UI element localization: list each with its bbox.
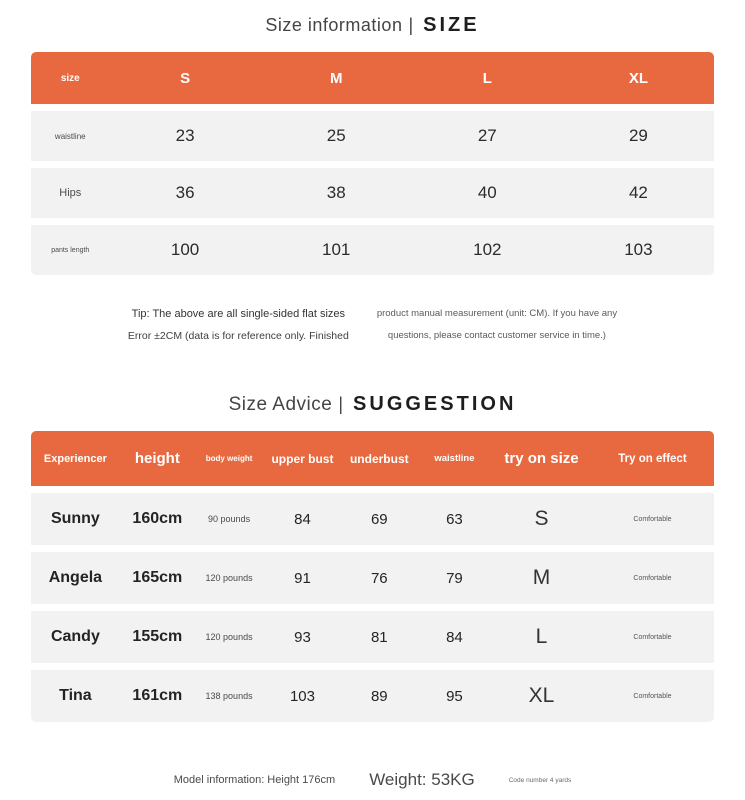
cell-height: 161cm <box>132 687 183 704</box>
cell-upper-bust: 103 <box>289 687 315 705</box>
suggestion-row-sunny: Sunny 160cm 90 pounds 84 69 63 S Comfort… <box>31 493 714 545</box>
tip-left-column: Tip: The above are all single-sided flat… <box>128 303 349 347</box>
suggestion-row-candy: Candy 155cm 120 pounds 93 81 84 L Comfor… <box>31 611 714 663</box>
row-label: waistline <box>54 131 86 141</box>
cell-value: 101 <box>322 240 351 259</box>
cell-upper-bust: 93 <box>294 628 311 646</box>
measurement-tip: Tip: The above are all single-sided flat… <box>31 303 714 347</box>
cell-underbust: 69 <box>370 510 388 528</box>
suggestion-title-text: Size Advice <box>228 394 333 415</box>
cell-waistline: 84 <box>446 628 463 646</box>
cell-value: 40 <box>477 183 497 202</box>
cell-try-on-size: S <box>534 507 549 530</box>
header-waistline: waistline <box>434 453 475 464</box>
tip-line-4: questions, please contact customer servi… <box>387 330 606 341</box>
cell-underbust: 76 <box>370 569 388 587</box>
suggestion-table: Experiencer height body weight upper bus… <box>31 431 714 722</box>
size-table-row-waistline: waistline 23 25 27 29 <box>31 111 714 161</box>
cell-try-on-effect: Comfortable <box>633 515 672 523</box>
cell-height: 165cm <box>132 569 183 586</box>
cell-body-weight: 120 pounds <box>205 632 253 642</box>
header-height: height <box>134 450 180 467</box>
cell-underbust: 81 <box>370 628 388 646</box>
suggestion-table-header: Experiencer height body weight upper bus… <box>31 431 714 486</box>
cell-name: Candy <box>50 628 100 645</box>
cell-value: 36 <box>175 183 195 202</box>
cell-name: Sunny <box>50 510 100 527</box>
suggestion-title-en: SUGGESTION <box>353 393 517 415</box>
cell-value: 100 <box>170 240 200 259</box>
cell-try-on-size: XL <box>528 684 555 707</box>
cell-body-weight: 138 pounds <box>205 691 253 701</box>
cell-body-weight: 120 pounds <box>205 573 253 583</box>
header-try-on-size: try on size <box>504 450 579 467</box>
cell-name: Angela <box>48 569 103 586</box>
cell-value: 38 <box>326 183 346 202</box>
cell-try-on-effect: Comfortable <box>633 633 672 641</box>
model-weight-text: Weight: 53KG <box>369 770 475 789</box>
tip-right-column: product manual measurement (unit: CM). I… <box>377 303 617 347</box>
cell-name: Tina <box>59 687 92 704</box>
suggestion-row-tina: Tina 161cm 138 pounds 103 89 95 XL Comfo… <box>31 670 714 722</box>
header-experiencer: Experiencer <box>43 452 107 465</box>
title-divider: | <box>338 394 344 414</box>
suggestion-row-angela: Angela 165cm 120 pounds 91 76 79 M Comfo… <box>31 552 714 604</box>
cell-value: 42 <box>628 183 648 202</box>
cell-upper-bust: 91 <box>294 569 311 587</box>
cell-underbust: 89 <box>370 687 388 705</box>
cell-body-weight: 90 pounds <box>208 514 251 524</box>
header-try-on-effect: Try on effect <box>618 452 687 465</box>
cell-waistline: 79 <box>446 569 463 587</box>
row-label: pants length <box>51 246 90 254</box>
cell-height: 160cm <box>132 510 183 527</box>
cell-value: 102 <box>473 240 502 259</box>
header-underbust: underbust <box>349 451 409 466</box>
suggestion-section-title: Size Advice | SUGGESTION <box>31 393 714 416</box>
model-height-text: Model information: Height 176cm <box>173 774 336 786</box>
cell-upper-bust: 84 <box>294 510 311 528</box>
size-table-row-hips: Hips 36 38 40 42 <box>31 168 714 218</box>
cell-try-on-effect: Comfortable <box>633 574 672 582</box>
size-table-header-l: L <box>482 69 492 87</box>
size-table-header-xl: XL <box>628 69 648 87</box>
model-info-bar: Model information: Height 176cm Weight: … <box>31 770 714 790</box>
size-section-title: Size information | SIZE <box>31 14 714 37</box>
cell-try-on-effect: Comfortable <box>633 692 672 700</box>
size-table-header-s: S <box>180 69 191 87</box>
cell-value: 27 <box>477 126 497 145</box>
size-title-text: Size information <box>265 15 403 35</box>
size-table: size S M L XL waistline 23 25 27 29 Hips… <box>31 52 714 275</box>
header-body-weight: body weight <box>205 454 253 463</box>
tip-line-2: Error ±2CM (data is for reference only. … <box>127 330 349 342</box>
size-table-header-size: size <box>60 72 80 84</box>
cell-try-on-size: L <box>535 625 548 648</box>
cell-value: 25 <box>326 126 346 145</box>
cell-waistline: 95 <box>446 687 463 705</box>
cell-try-on-size: M <box>532 566 551 589</box>
row-label: Hips <box>59 187 82 199</box>
cell-waistline: 63 <box>446 510 463 528</box>
title-divider: | <box>408 15 414 35</box>
size-title-en: SIZE <box>423 14 480 36</box>
size-table-header-m: M <box>329 69 343 87</box>
size-info-page: Size information | SIZE size S M L XL wais… <box>31 0 714 790</box>
cell-height: 155cm <box>132 628 183 645</box>
size-table-header: size S M L XL <box>31 52 714 104</box>
cell-value: 29 <box>628 126 648 145</box>
size-table-row-pants-length: pants length 100 101 102 103 <box>31 225 714 275</box>
cell-value: 23 <box>175 126 195 145</box>
model-code-text: Code number 4 yards <box>508 776 572 784</box>
cell-value: 103 <box>624 240 653 259</box>
tip-line-3: product manual measurement (unit: CM). I… <box>376 308 618 319</box>
header-upper-bust: upper bust <box>271 451 334 466</box>
tip-line-1: Tip: The above are all single-sided flat… <box>131 308 346 320</box>
